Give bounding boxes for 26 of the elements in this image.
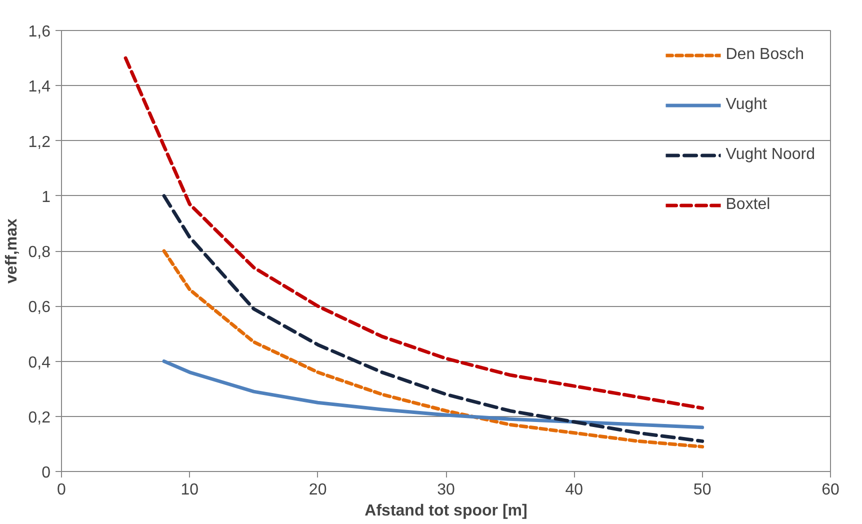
x-tick-label: 30 xyxy=(437,482,455,498)
y-tick-label: 0,8 xyxy=(28,244,51,261)
x-tick-label: 0 xyxy=(57,482,66,498)
y-tick-label: 0,6 xyxy=(28,299,51,316)
y-tick-label: 0,4 xyxy=(28,354,51,372)
y-tick-label: 0,2 xyxy=(28,409,51,426)
y-axis-title: veff,max xyxy=(3,218,20,284)
legend-label: Den Bosch xyxy=(726,46,804,64)
x-tick-label: 60 xyxy=(822,482,840,498)
y-tick-label: 1,4 xyxy=(28,78,51,96)
legend-label: Vught Noord xyxy=(726,146,815,164)
y-tick-label: 1 xyxy=(42,188,51,206)
line-series xyxy=(162,249,704,448)
line-series xyxy=(162,194,704,443)
y-tick-label: 1,6 xyxy=(28,24,51,40)
x-tick-label: 10 xyxy=(180,482,199,498)
x-axis-title: Afstand tot spoor [m] xyxy=(364,502,528,520)
legend-label: Vught xyxy=(726,96,767,114)
y-tick-label: 0 xyxy=(42,464,51,482)
x-tick-label: 40 xyxy=(565,482,584,498)
x-tick-label: 50 xyxy=(693,482,712,498)
x-tick-label: 20 xyxy=(308,482,327,498)
legend-label: Boxtel xyxy=(726,196,770,214)
line-series xyxy=(124,56,704,410)
line-series xyxy=(162,360,704,430)
y-tick-label: 1,2 xyxy=(28,134,51,151)
